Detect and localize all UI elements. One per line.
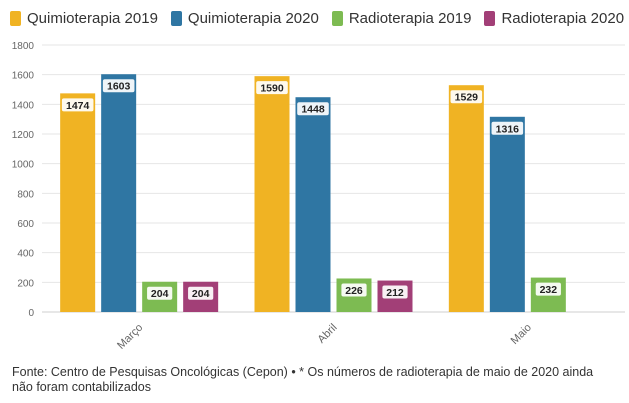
legend-label-quimio-2019: Quimioterapia 2019 — [27, 9, 158, 27]
legend-swatch-quimio-2019 — [10, 10, 21, 26]
data-label: 204 — [151, 288, 169, 300]
y-tick-label: 1400 — [12, 100, 35, 111]
y-tick-label: 600 — [17, 219, 34, 230]
data-label-bg — [491, 121, 524, 135]
data-label: 1474 — [66, 100, 90, 112]
data-label-bg — [341, 283, 367, 297]
data-label: 1603 — [107, 81, 131, 93]
x-tick-label: Março — [115, 322, 145, 352]
legend-label-radio-2019: Radioterapia 2019 — [348, 9, 472, 27]
bar — [295, 97, 331, 312]
legend-item-radio-2020[interactable]: Radioterapia 2020 — [484, 10, 624, 27]
y-tick-label: 400 — [17, 249, 34, 260]
data-label-bg — [147, 286, 173, 300]
y-tick-label: 1800 — [12, 41, 35, 52]
data-label-bg — [297, 102, 329, 116]
bar-chart: 0 200 400 600 800 1000 1200 1400 1600 1800 1474 160… — [12, 41, 625, 352]
data-label: 1590 — [260, 83, 284, 95]
legend-item-quimio-2020[interactable]: Quimioterapia 2020 — [170, 9, 319, 27]
bar — [60, 93, 96, 313]
data-label: 212 — [386, 287, 404, 299]
data-label: 1529 — [455, 92, 479, 104]
data-label: 204 — [192, 288, 210, 300]
data-label-bg — [188, 286, 214, 300]
legend-label-radio-2020: Radioterapia 2020 — [501, 9, 625, 27]
bar — [489, 116, 525, 312]
y-tick-label: 1000 — [12, 160, 35, 171]
y-tick-label: 1200 — [12, 130, 35, 141]
data-label-bg — [382, 285, 408, 299]
data-label: 1448 — [301, 104, 325, 116]
data-label: 1316 — [496, 123, 520, 135]
bar — [101, 74, 137, 312]
data-label-bg — [535, 282, 561, 296]
y-tick-label: 200 — [17, 278, 34, 289]
y-tick-label: 800 — [17, 189, 34, 200]
bar — [448, 85, 484, 312]
legend-item-quimio-2019[interactable]: Quimioterapia 2019 — [10, 10, 158, 27]
data-label-bg — [256, 81, 288, 95]
data-label: 226 — [345, 285, 363, 297]
x-tick-label: Abril — [316, 322, 340, 346]
legend-swatch-quimio-2020 — [170, 10, 182, 26]
y-tick-label: 0 — [28, 308, 34, 319]
legend-item-radio-2019[interactable]: Radioterapia 2019 — [331, 9, 472, 27]
legend-swatch-radio-2020 — [484, 10, 496, 26]
legend-label-quimio-2020: Quimioterapia 2020 — [187, 9, 319, 27]
x-tick-label: Maio — [509, 322, 534, 347]
data-label-bg — [61, 98, 94, 112]
data-label: 232 — [540, 284, 558, 296]
data-label-bg — [450, 90, 483, 104]
y-tick-label: 1600 — [12, 71, 35, 82]
chart-legend: Quimioterapia 2019 Quimioterapia 2020 Ra… — [10, 7, 629, 29]
source-note: Fonte: Centro de Pesquisas Oncológicas (… — [12, 365, 594, 394]
data-label-bg — [102, 79, 135, 93]
legend-swatch-radio-2019 — [331, 10, 343, 26]
bar — [254, 76, 290, 313]
